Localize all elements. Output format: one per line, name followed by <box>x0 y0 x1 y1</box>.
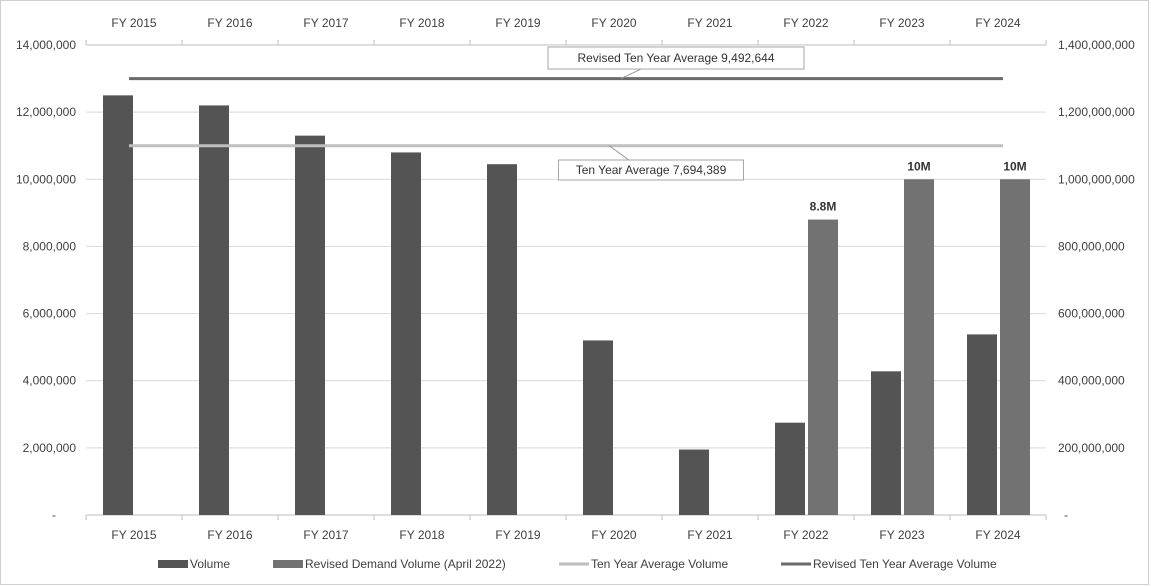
annotation-leader <box>608 145 630 161</box>
x-axis-tick-label: FY 2018 <box>399 528 444 542</box>
right-axis-tick-label: 200,000,000 <box>1058 441 1125 455</box>
revised-ten-year-average-annotation: Revised Ten Year Average 9,492,644 <box>577 51 774 65</box>
annotation-leader <box>620 68 642 80</box>
annotation-box <box>547 46 805 70</box>
x-axis-top-tick-label: FY 2019 <box>495 16 540 30</box>
left-axis-tick-label: 12,000,000 <box>16 105 76 119</box>
x-axis-tick-label: FY 2019 <box>495 528 540 542</box>
gridlines <box>85 40 1047 520</box>
bar-volume <box>583 340 613 515</box>
right-axis-tick-label: 1,000,000,000 <box>1058 172 1135 186</box>
legend-item-label: Revised Ten Year Average Volume <box>813 557 997 571</box>
legend-swatch <box>273 560 303 568</box>
x-axis-tick-label: FY 2016 <box>207 528 252 542</box>
bar-volume <box>391 152 421 515</box>
x-axis-top-tick-label: FY 2016 <box>207 16 252 30</box>
x-axis-tick-label: FY 2015 <box>111 528 156 542</box>
annotation-box <box>558 159 744 181</box>
right-axis-tick-label: 1,200,000,000 <box>1058 105 1135 119</box>
bar-volume <box>487 164 517 515</box>
bar-revised-demand <box>904 179 934 516</box>
x-axis-tick-label: FY 2020 <box>591 528 636 542</box>
bar-revised-demand <box>1000 179 1030 516</box>
legend: Volume Revised Demand Volume (April 2022)… <box>158 557 997 571</box>
x-axis-top-tick-label: FY 2021 <box>687 16 732 30</box>
left-axis-tick-label: - <box>52 508 56 522</box>
right-axis-tick-label: 600,000,000 <box>1058 307 1125 321</box>
bar-volume <box>679 449 709 515</box>
data-label: 10M <box>907 159 930 173</box>
bar-revised-demand <box>808 219 838 516</box>
legend-item-label: Revised Demand Volume (April 2022) <box>305 557 506 571</box>
bar-volume <box>199 105 229 515</box>
left-axis-tick-label: 6,000,000 <box>23 307 77 321</box>
right-axis-tick-label: - <box>1064 508 1068 522</box>
x-axis-top-tick-label: FY 2017 <box>303 16 348 30</box>
right-axis-tick-label: 1,400,000,000 <box>1058 38 1135 52</box>
bar-volume <box>967 334 997 515</box>
legend-item-label: Ten Year Average Volume <box>591 557 729 571</box>
left-axis-tick-label: 4,000,000 <box>23 374 77 388</box>
bar-volume <box>775 422 805 515</box>
legend-item-label: Volume <box>190 557 230 571</box>
average-lines: Revised Ten Year Average 9,492,644 Ten Ye… <box>129 46 1003 181</box>
right-axis-tick-label: 400,000,000 <box>1058 374 1125 388</box>
bar-volume <box>103 95 133 515</box>
x-axis-tick-label: FY 2023 <box>879 528 924 542</box>
x-axis-tick-label: FY 2017 <box>303 528 348 542</box>
x-axis-top-tick-label: FY 2018 <box>399 16 444 30</box>
x-axis-top-tick-label: FY 2024 <box>975 16 1020 30</box>
left-axis-tick-label: 14,000,000 <box>16 38 76 52</box>
bar-volume <box>871 371 901 515</box>
x-axis-top-tick-label: FY 2023 <box>879 16 924 30</box>
x-axis-tick-label: FY 2024 <box>975 528 1020 542</box>
right-axis-tick-label: 800,000,000 <box>1058 239 1125 253</box>
x-axis-tick-label: FY 2021 <box>687 528 732 542</box>
x-axis-tick-label: FY 2022 <box>783 528 828 542</box>
bar-volume <box>295 135 325 515</box>
left-axis-tick-label: 10,000,000 <box>16 172 76 186</box>
data-label: 8.8M <box>810 200 837 214</box>
ten-year-average-annotation: Ten Year Average 7,694,389 <box>576 163 727 177</box>
legend-swatch <box>158 560 188 568</box>
x-axis-top-tick-label: FY 2022 <box>783 16 828 30</box>
x-axis-top-tick-label: FY 2020 <box>591 16 636 30</box>
data-label: 10M <box>1003 159 1026 173</box>
labels: - 2,000,000 4,000,000 6,000,000 8,000,000 10,… <box>16 16 1135 542</box>
x-axis-top-tick-label: FY 2015 <box>111 16 156 30</box>
left-axis-tick-label: 8,000,000 <box>23 239 77 253</box>
left-axis-tick-label: 2,000,000 <box>23 441 77 455</box>
bars <box>103 95 1030 516</box>
